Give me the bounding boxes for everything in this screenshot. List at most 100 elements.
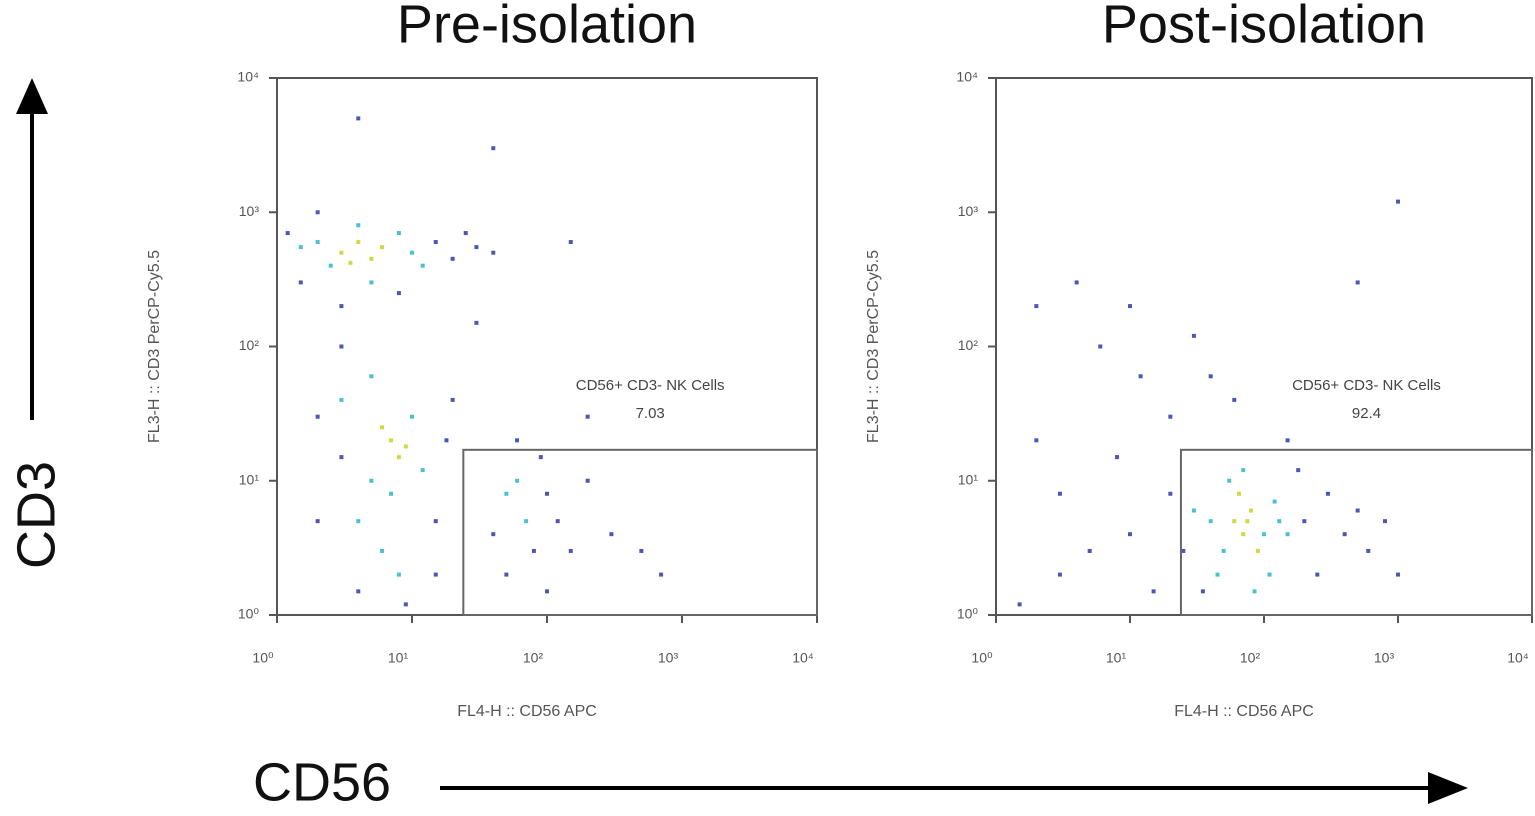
event-dot <box>515 478 520 483</box>
event-dot <box>356 116 361 121</box>
event-dot <box>1191 333 1196 338</box>
event-dot <box>1087 548 1092 553</box>
x-tick-label: 10³ <box>658 650 679 666</box>
event-dot <box>369 478 374 483</box>
event-dot <box>1208 519 1213 524</box>
event-dot <box>1325 491 1330 496</box>
event-dot <box>396 291 401 296</box>
event-dot <box>1151 589 1156 594</box>
event-dot <box>1355 508 1360 513</box>
event-dot <box>545 589 549 594</box>
event-dot <box>1236 491 1241 496</box>
event-dot <box>1355 280 1360 285</box>
chart-title: Pre-isolation <box>397 0 697 54</box>
event-dot <box>1074 280 1079 285</box>
event-dot <box>585 414 590 419</box>
event-dot <box>1191 508 1196 513</box>
y-tick-label: 10⁰ <box>238 606 260 622</box>
event-dot <box>515 438 520 443</box>
event-dot <box>1168 491 1173 496</box>
event-dot <box>585 478 590 483</box>
event-dot <box>339 304 344 309</box>
event-dot <box>356 223 361 228</box>
event-dot <box>1296 468 1301 473</box>
gate-percent: 92.4 <box>1352 405 1381 422</box>
event-dot <box>380 548 385 553</box>
event-dot <box>410 250 414 255</box>
event-dot <box>339 344 344 349</box>
event-dot <box>1098 344 1103 349</box>
y-tick-label: 10⁴ <box>956 69 978 85</box>
event-dot <box>463 231 468 236</box>
event-dot <box>609 532 614 537</box>
event-dot <box>433 572 438 577</box>
x-axis-label: FL4-H :: CD56 APC <box>457 703 597 720</box>
chart-title: Post-isolation <box>1102 0 1426 54</box>
event-dot <box>1215 572 1220 577</box>
event-dot <box>396 572 401 577</box>
event-dot <box>491 146 496 151</box>
event-dot <box>545 491 549 496</box>
event-dot <box>1315 572 1320 577</box>
event-dot <box>433 519 438 524</box>
event-dot <box>1128 304 1132 309</box>
event-dot <box>356 589 361 594</box>
x-arrowhead <box>1428 772 1468 804</box>
x-tick-label: 10⁴ <box>792 650 814 666</box>
gate-label: CD56+ CD3- NK Cells <box>1292 377 1441 394</box>
event-dot <box>356 519 361 524</box>
y-tick-label: 10³ <box>958 203 979 219</box>
event-dot <box>659 572 664 577</box>
x-tick-label: 10³ <box>1374 650 1395 666</box>
event-dot <box>380 245 385 250</box>
x-tick-label: 10⁰ <box>971 650 993 666</box>
event-dot <box>639 548 644 553</box>
event-dot <box>1017 602 1022 607</box>
event-dot <box>568 548 573 553</box>
y-annotation: CD3 <box>6 461 66 569</box>
event-dot <box>555 519 560 524</box>
event-dot <box>1227 478 1232 483</box>
event-dot <box>1272 499 1277 504</box>
x-tick-label: 10¹ <box>388 650 409 666</box>
y-tick-label: 10¹ <box>239 471 260 487</box>
event-dot <box>1383 519 1388 524</box>
event-dot <box>315 519 320 524</box>
y-tick-label: 10² <box>958 337 979 353</box>
event-dot <box>420 468 425 473</box>
event-dot <box>396 231 401 236</box>
x-axis-label: FL4-H :: CD56 APC <box>1174 703 1314 720</box>
event-dot <box>315 210 320 215</box>
event-dot <box>315 240 320 245</box>
event-dot <box>450 397 455 402</box>
event-dot <box>1255 548 1260 553</box>
event-dot <box>1342 532 1347 537</box>
y-tick-label: 10¹ <box>958 471 979 487</box>
event-dot <box>504 491 509 496</box>
y-axis-label: FL3-H :: CD3 PerCP-Cy5.5 <box>146 250 163 443</box>
gate <box>1179 448 1534 616</box>
event-dot <box>1267 572 1272 577</box>
event-dot <box>1138 374 1143 379</box>
event-dot <box>474 320 479 325</box>
y-tick-label: 10² <box>239 337 260 353</box>
event-dot <box>403 602 408 607</box>
event-dot <box>298 245 303 250</box>
event-dot <box>1232 519 1237 524</box>
event-dot <box>315 414 320 419</box>
event-dot <box>1241 532 1246 537</box>
y-tick-label: 10³ <box>239 203 260 219</box>
event-dot <box>1285 438 1290 443</box>
event-dot <box>380 425 385 430</box>
event-dot <box>1208 374 1213 379</box>
event-dot <box>1366 548 1371 553</box>
event-dot <box>339 250 344 255</box>
event-dot <box>328 263 333 268</box>
event-dot <box>524 519 529 524</box>
event-dot <box>1277 519 1282 524</box>
event-dot <box>369 374 374 379</box>
event-dot <box>1241 468 1246 473</box>
event-dot <box>1128 532 1132 537</box>
event-dot <box>1200 589 1205 594</box>
